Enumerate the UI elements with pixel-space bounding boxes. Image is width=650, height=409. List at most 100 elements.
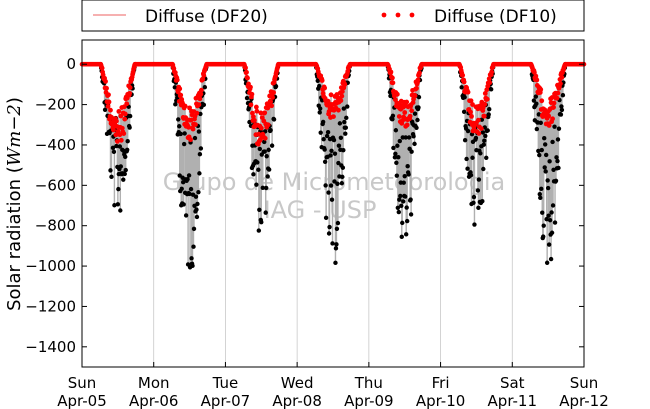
black-point bbox=[405, 163, 410, 169]
black-point bbox=[543, 169, 548, 174]
black-point bbox=[325, 129, 331, 135]
df10-point bbox=[118, 137, 124, 143]
df10-point bbox=[390, 80, 396, 86]
black-point bbox=[177, 124, 182, 129]
black-point bbox=[256, 228, 262, 233]
black-point bbox=[550, 203, 556, 208]
df10-point bbox=[256, 131, 262, 137]
df10-point bbox=[262, 135, 268, 141]
black-point bbox=[471, 194, 477, 200]
df10-point bbox=[106, 92, 111, 98]
df10-point bbox=[193, 122, 198, 127]
df10-point bbox=[116, 108, 122, 114]
black-point bbox=[534, 101, 539, 106]
watermark-line-2: IAG - USP bbox=[264, 196, 377, 224]
df10-point bbox=[243, 65, 248, 71]
black-point bbox=[556, 165, 561, 171]
black-point bbox=[391, 145, 396, 151]
df10-point bbox=[322, 85, 328, 91]
black-point bbox=[324, 133, 330, 139]
black-point bbox=[194, 207, 199, 212]
black-point bbox=[329, 197, 335, 202]
black-point bbox=[471, 200, 476, 205]
df10-point bbox=[390, 75, 395, 81]
df10-point bbox=[491, 61, 497, 67]
black-point bbox=[390, 116, 395, 122]
black-point bbox=[542, 142, 548, 147]
black-point bbox=[123, 167, 128, 173]
plot-frame bbox=[81, 39, 585, 368]
black-point bbox=[264, 185, 269, 191]
y-axis-label-text: Solar radiation ( bbox=[4, 166, 25, 311]
df10-point bbox=[469, 113, 474, 119]
df10-point bbox=[99, 65, 105, 71]
df10-point bbox=[244, 69, 249, 75]
df10-point bbox=[103, 79, 108, 84]
df10-point bbox=[248, 84, 253, 90]
black-point bbox=[396, 155, 401, 160]
black-point bbox=[266, 167, 272, 172]
df10-point bbox=[394, 91, 400, 97]
black-point bbox=[539, 186, 544, 192]
black-point bbox=[176, 117, 181, 122]
legend-marker-df10-c bbox=[409, 12, 415, 18]
black-point bbox=[393, 151, 398, 156]
y-tick-label: −600 bbox=[35, 176, 76, 194]
black-point bbox=[388, 93, 393, 99]
black-point bbox=[462, 138, 468, 143]
black-point bbox=[194, 214, 200, 220]
df10-point bbox=[111, 127, 116, 133]
x-tick-label-date: Apr-08 bbox=[272, 392, 322, 409]
y-axis-label-unit: Wm bbox=[4, 131, 25, 167]
y-tick-label: 0 bbox=[66, 55, 76, 73]
df10-point bbox=[402, 110, 408, 115]
black-point bbox=[125, 138, 130, 144]
df10-point bbox=[468, 98, 474, 104]
black-point bbox=[480, 130, 486, 135]
df10-point bbox=[475, 117, 481, 123]
black-point bbox=[318, 130, 323, 135]
black-point bbox=[197, 151, 203, 157]
y-tick-label: −1400 bbox=[25, 338, 76, 356]
df10-point bbox=[249, 91, 255, 97]
black-point bbox=[345, 104, 350, 109]
df10-point bbox=[388, 69, 394, 75]
black-point bbox=[341, 147, 346, 153]
df10-point bbox=[188, 137, 193, 143]
black-point bbox=[542, 135, 547, 141]
x-tick-label-date: Apr-10 bbox=[416, 392, 466, 409]
df10-point bbox=[338, 98, 344, 104]
black-point bbox=[545, 178, 550, 183]
df10-point bbox=[196, 102, 202, 108]
df10-point bbox=[121, 131, 127, 136]
black-point bbox=[534, 126, 540, 132]
black-point bbox=[115, 202, 121, 207]
black-point bbox=[181, 141, 187, 147]
black-point bbox=[555, 137, 561, 142]
black-point bbox=[547, 159, 552, 164]
black-point bbox=[546, 213, 551, 218]
black-point bbox=[470, 155, 475, 160]
df10-point bbox=[258, 110, 264, 116]
df10-point bbox=[339, 89, 345, 95]
x-tick-label-day: Thu bbox=[354, 374, 383, 392]
black-point bbox=[479, 117, 485, 122]
df10-point bbox=[319, 78, 325, 83]
black-point bbox=[329, 148, 334, 153]
black-point bbox=[323, 183, 328, 188]
black-point bbox=[191, 226, 197, 232]
df10-point bbox=[186, 124, 191, 130]
df10-point bbox=[248, 102, 254, 108]
black-point bbox=[118, 164, 124, 169]
black-point bbox=[549, 230, 555, 235]
df10-point bbox=[551, 104, 556, 110]
df10-point bbox=[197, 96, 203, 102]
df10-point bbox=[198, 87, 204, 93]
black-point bbox=[321, 137, 326, 142]
df10-point bbox=[104, 85, 109, 91]
black-point bbox=[342, 119, 347, 125]
x-tick-label-day: Sun bbox=[68, 374, 97, 392]
df10-point bbox=[558, 81, 563, 87]
black-point bbox=[465, 128, 471, 134]
black-point bbox=[476, 205, 481, 211]
